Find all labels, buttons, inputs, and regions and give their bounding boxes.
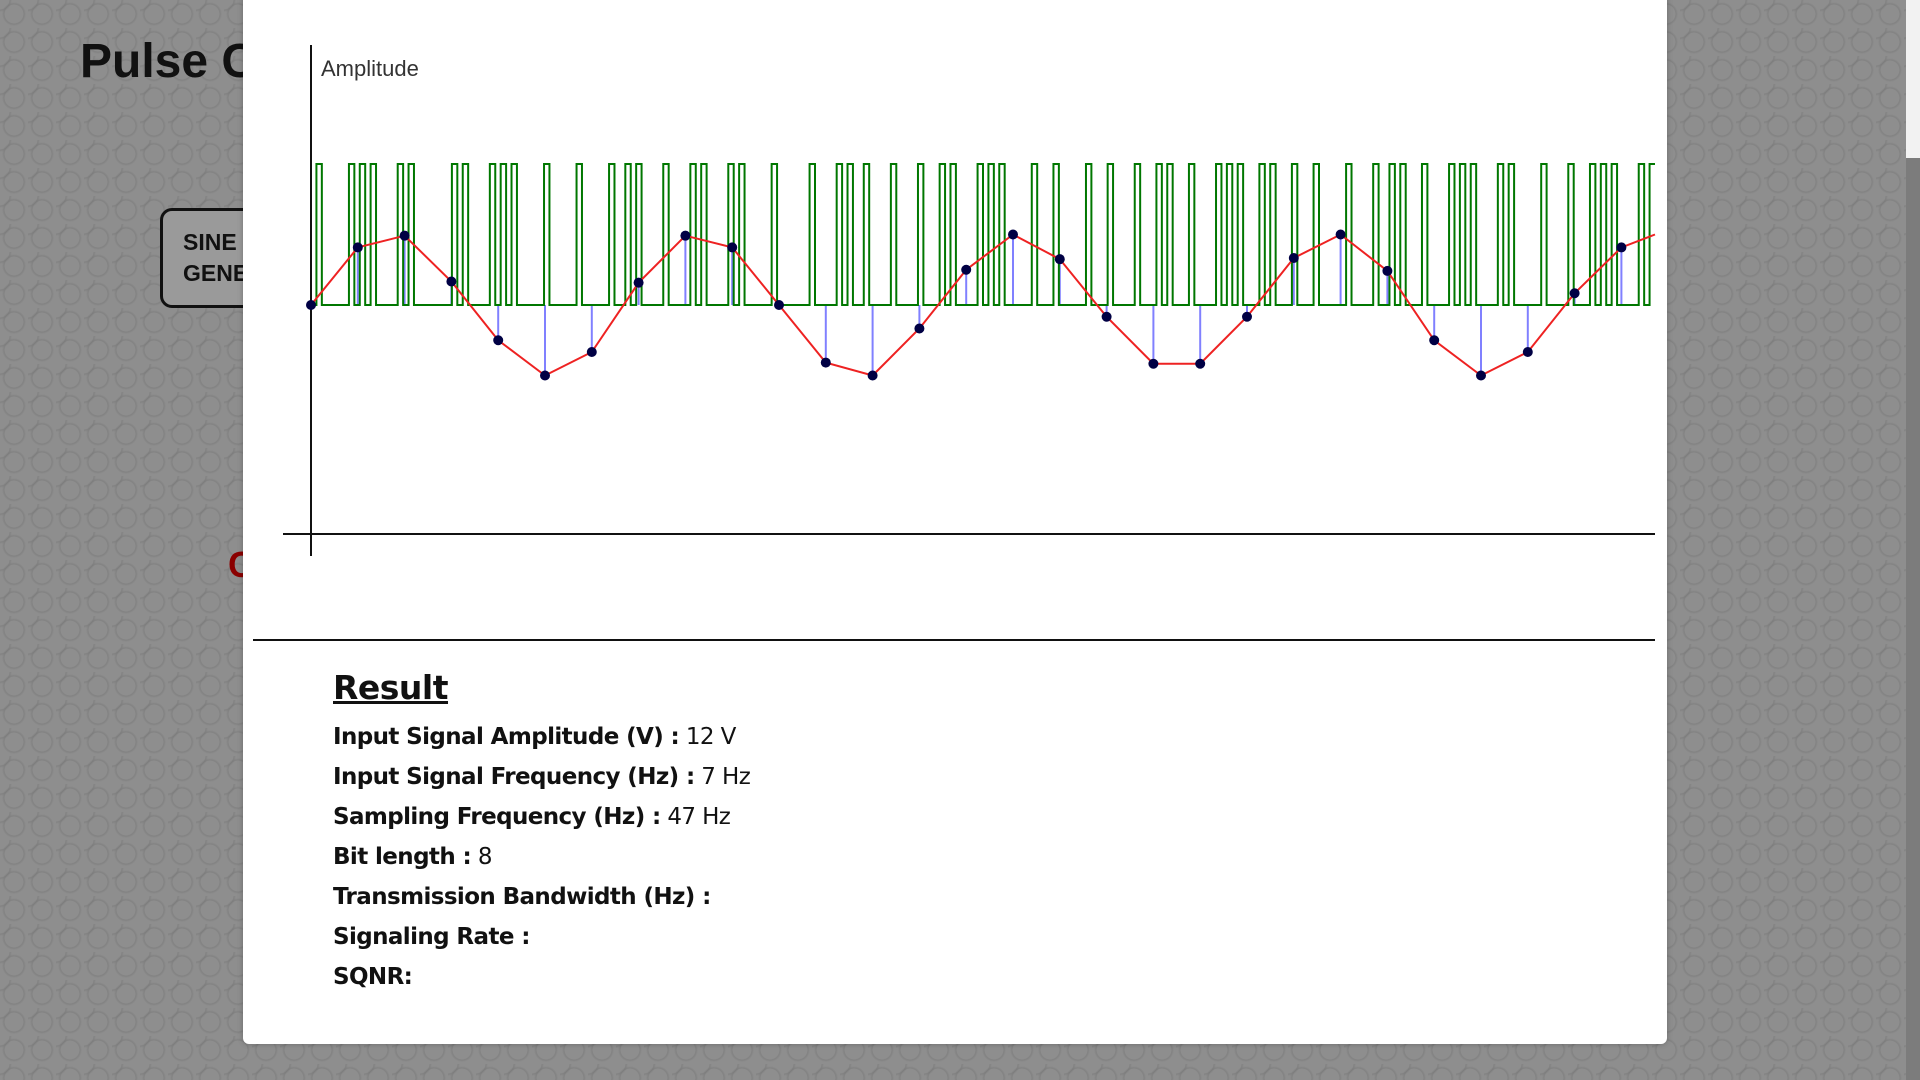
result-row: Sampling Frequency (Hz) : 47 Hz	[333, 797, 750, 837]
result-list: Input Signal Amplitude (V) : 12 V Input S…	[333, 717, 751, 997]
sample-point	[1008, 229, 1018, 240]
sample-point	[1101, 311, 1112, 322]
result-label: Sampling Frequency (Hz) :	[333, 804, 661, 830]
result-row: Input Signal Frequency (Hz) : 7 Hz	[333, 757, 751, 797]
sample-point	[633, 277, 644, 288]
modal-divider	[253, 639, 1655, 641]
pcm-waveform	[311, 163, 1655, 306]
sample-point	[1382, 265, 1393, 276]
sample-point	[774, 300, 784, 310]
sample-point	[1522, 347, 1533, 357]
sample-point	[1195, 358, 1206, 369]
sample-point	[820, 357, 831, 368]
sample-point	[1335, 229, 1346, 240]
sample-point	[540, 370, 550, 381]
sample-point	[1429, 335, 1440, 346]
sample-point	[961, 264, 972, 275]
sample-point	[680, 230, 691, 241]
result-row: Bit length : 8	[333, 837, 750, 877]
sample-point	[1616, 242, 1627, 253]
scrollbar-thumb[interactable]	[1906, 0, 1920, 158]
result-heading: Result	[333, 668, 449, 707]
sample-point	[1288, 253, 1299, 263]
y-axis-label: Amplitude	[321, 56, 419, 81]
result-value: 8	[471, 844, 493, 870]
sample-point	[1148, 358, 1159, 369]
sample-point	[1054, 254, 1065, 265]
sample-point	[352, 242, 363, 253]
result-label: Input Signal Frequency (Hz) :	[333, 764, 695, 790]
sample-point	[446, 276, 457, 287]
sample-point	[1476, 370, 1486, 381]
result-value: 12 V	[679, 724, 737, 750]
result-label: Signaling Rate :	[333, 924, 530, 950]
result-value: 47 Hz	[660, 804, 731, 830]
sample-point	[1242, 311, 1252, 322]
result-modal: Amplitude Result Input Signal Amplitude …	[243, 0, 1667, 1044]
sample-point	[867, 370, 878, 381]
sample-point	[727, 242, 738, 253]
result-label: Transmission Bandwidth (Hz) :	[333, 884, 711, 910]
result-label: Input Signal Amplitude (V) :	[333, 724, 680, 750]
sine-generator-label-line2: GENE	[183, 260, 249, 286]
result-row: Input Signal Amplitude (V) : 12 V	[333, 717, 750, 757]
sine-generator-label-line1: SINE	[183, 229, 237, 255]
result-row: Transmission Bandwidth (Hz) :	[333, 877, 750, 917]
result-label: SQNR:	[333, 964, 413, 990]
result-value: 7 Hz	[694, 764, 751, 790]
sample-point	[586, 347, 597, 357]
scrollbar-track[interactable]	[1906, 158, 1920, 1080]
sine-curve	[310, 233, 1656, 377]
sample-point	[306, 300, 316, 310]
page-title: Pulse C	[80, 35, 257, 88]
sample-point	[914, 323, 925, 334]
sample-point	[493, 335, 504, 346]
result-row: Signaling Rate :	[333, 917, 750, 957]
sample-point	[1569, 288, 1580, 299]
result-label: Bit length :	[333, 844, 472, 870]
sample-point	[399, 230, 410, 241]
result-row: SQNR:	[333, 957, 750, 997]
result-section: Result Input Signal Amplitude (V) : 12 V…	[333, 668, 751, 997]
pcm-chart: Amplitude	[283, 45, 1656, 556]
